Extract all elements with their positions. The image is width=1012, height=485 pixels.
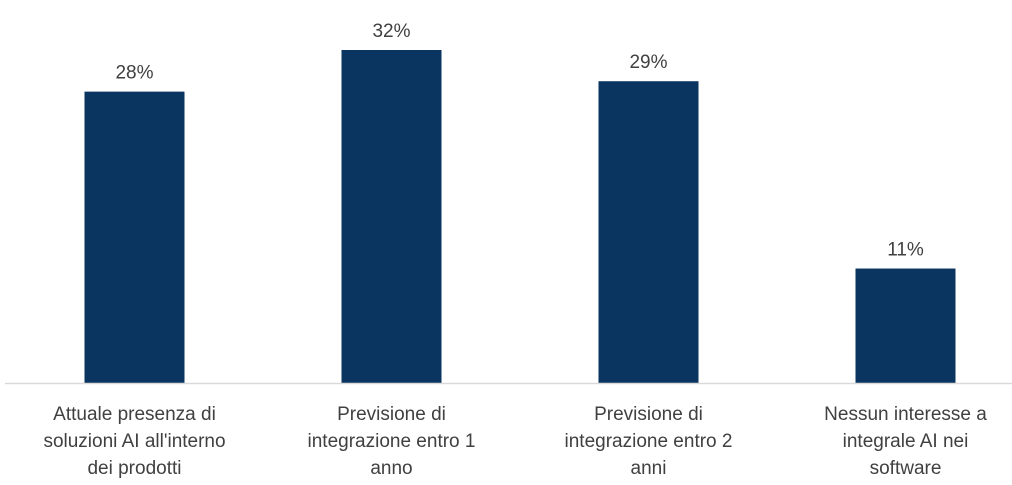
value-label-3: 29% bbox=[629, 52, 667, 73]
bar-1 bbox=[84, 91, 185, 383]
category-labels-group: Attuale presenza di soluzioni AI all'inte… bbox=[43, 404, 987, 479]
category-label-line: Previsione di bbox=[337, 404, 446, 425]
value-label-2: 32% bbox=[372, 21, 410, 42]
category-label-line: Previsione di bbox=[594, 404, 703, 425]
category-label-line: soluzioni AI all'interno bbox=[43, 431, 225, 452]
category-label-line: Nessun interesse a bbox=[824, 404, 987, 425]
category-label-line: integrazione entro 2 bbox=[565, 431, 733, 452]
category-label-1: Attuale presenza di soluzioni AI all'inte… bbox=[43, 404, 225, 479]
category-label-2: Previsione di integrazione entro 1 anno bbox=[308, 404, 476, 479]
category-label-line: integrazione entro 1 bbox=[308, 431, 476, 452]
bar-2 bbox=[341, 50, 442, 383]
category-label-line: anni bbox=[631, 458, 667, 479]
category-label-line: dei prodotti bbox=[87, 458, 181, 479]
category-label-line: anno bbox=[370, 458, 412, 479]
bars-group bbox=[84, 50, 956, 383]
value-label-1: 28% bbox=[115, 63, 153, 84]
value-labels-group: 28% 32% 29% 11% bbox=[115, 21, 923, 261]
category-label-3: Previsione di integrazione entro 2 anni bbox=[565, 404, 733, 479]
bar-3 bbox=[598, 81, 699, 383]
category-label-4: Nessun interesse a integrale AI nei softwa… bbox=[824, 404, 987, 479]
category-label-line: integrale AI nei bbox=[843, 431, 969, 452]
category-label-line: software bbox=[870, 458, 942, 479]
bar-4 bbox=[855, 268, 956, 383]
category-label-line: Attuale presenza di bbox=[53, 404, 216, 425]
value-label-4: 11% bbox=[887, 240, 924, 261]
